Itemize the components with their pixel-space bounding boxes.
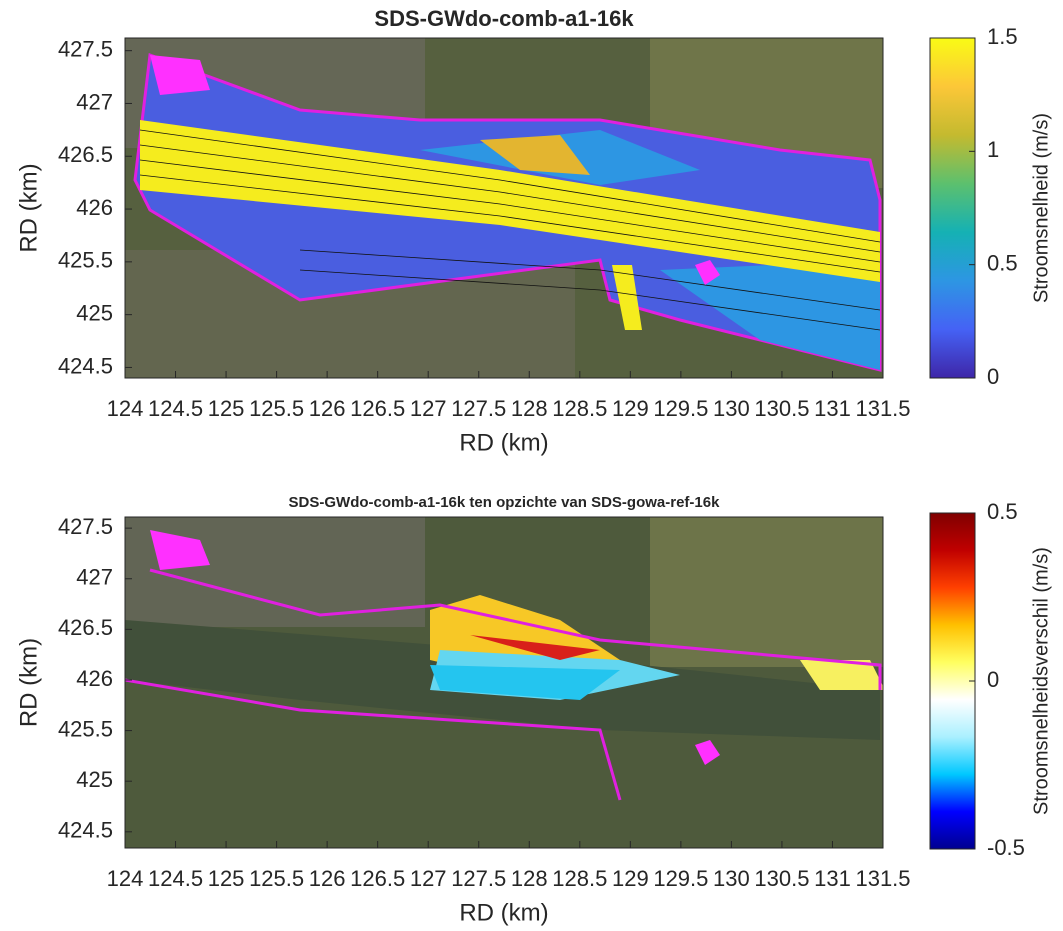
x-tick-label: 129.5 [653, 396, 708, 421]
y-tick-label: 424.5 [58, 818, 113, 843]
x-tick-label: 127 [410, 866, 447, 891]
y-tick-label: 425 [76, 300, 113, 325]
x-tick-label: 130 [713, 866, 750, 891]
y-axis-label: RD (km) [15, 163, 42, 252]
colorbar [930, 38, 975, 378]
x-tick-label: 128.5 [552, 866, 607, 891]
x-tick-label: 128 [511, 866, 548, 891]
x-tick-label: 128.5 [552, 396, 607, 421]
x-tick-label: 124.5 [148, 866, 203, 891]
x-tick-label: 130.5 [754, 396, 809, 421]
colorbar-tick-label: 1.5 [987, 24, 1018, 49]
y-tick-label: 427.5 [58, 514, 113, 539]
map-image [125, 38, 883, 378]
x-axis-label: RD (km) [459, 899, 548, 926]
map-image [125, 517, 885, 848]
x-tick-label: 125.5 [249, 396, 304, 421]
y-tick-label: 426.5 [58, 142, 113, 167]
y-tick-label: 426.5 [58, 615, 113, 640]
y-tick-label: 426 [76, 195, 113, 220]
colorbar-tick-label: -0.5 [987, 835, 1025, 860]
x-tick-label: 125 [208, 396, 245, 421]
colorbar-tick-label: 0 [987, 364, 999, 389]
x-tick-label: 129 [612, 396, 649, 421]
x-tick-label: 124 [107, 866, 144, 891]
x-tick-label: 129 [612, 866, 649, 891]
colorbar-label: Stroomsnelheid (m/s) [1030, 113, 1052, 303]
x-tick-label: 130.5 [754, 866, 809, 891]
x-axis-label: RD (km) [459, 429, 548, 456]
x-tick-label: 126.5 [350, 396, 405, 421]
y-tick-label: 424.5 [58, 353, 113, 378]
x-tick-label: 125.5 [249, 866, 304, 891]
colorbar-label: Stroomsnelheidsverschil (m/s) [1030, 547, 1052, 815]
y-tick-label: 425.5 [58, 716, 113, 741]
chart-title: SDS-GWdo-comb-a1-16k [374, 6, 634, 31]
x-tick-label: 131 [814, 396, 851, 421]
y-tick-label: 425.5 [58, 248, 113, 273]
y-tick-label: 427.5 [58, 36, 113, 61]
chart-title: SDS-GWdo-comb-a1-16k ten opzichte van SD… [289, 494, 721, 511]
colorbar-tick-label: 0 [987, 667, 999, 692]
figure: SDS-GWdo-comb-a1-16k124124.5125125.51261… [0, 0, 1063, 931]
colorbar-tick-label: 0.5 [987, 499, 1018, 524]
colorbar [930, 513, 975, 849]
y-tick-label: 427 [76, 565, 113, 590]
x-tick-label: 127.5 [451, 396, 506, 421]
x-tick-label: 127.5 [451, 866, 506, 891]
x-tick-label: 125 [208, 866, 245, 891]
x-tick-label: 126 [309, 396, 346, 421]
colorbar-tick-label: 1 [987, 137, 999, 162]
x-tick-label: 128 [511, 396, 548, 421]
x-tick-label: 131 [814, 866, 851, 891]
x-tick-label: 127 [410, 396, 447, 421]
y-tick-label: 426 [76, 666, 113, 691]
x-tick-label: 130 [713, 396, 750, 421]
colorbar-tick-label: 0.5 [987, 250, 1018, 275]
x-tick-label: 131.5 [855, 396, 910, 421]
x-tick-label: 126.5 [350, 866, 405, 891]
x-tick-label: 126 [309, 866, 346, 891]
x-tick-label: 124 [107, 396, 144, 421]
y-tick-label: 427 [76, 89, 113, 114]
x-tick-label: 131.5 [855, 866, 910, 891]
y-tick-label: 425 [76, 767, 113, 792]
y-axis-label: RD (km) [15, 638, 42, 727]
x-tick-label: 129.5 [653, 866, 708, 891]
x-tick-label: 124.5 [148, 396, 203, 421]
